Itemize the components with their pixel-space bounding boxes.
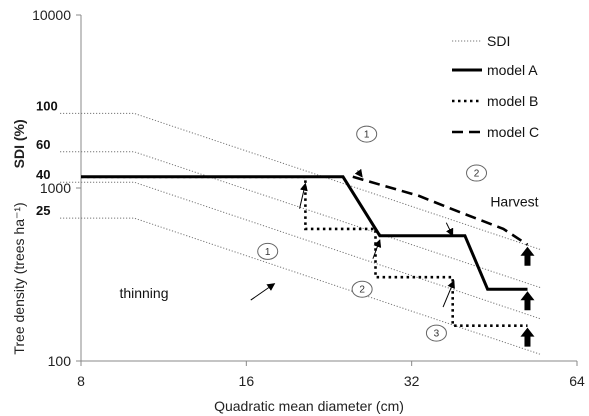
harvest-arrow (520, 291, 535, 311)
harvest-label: Harvest (490, 194, 538, 210)
legend-label-sdi: SDI (487, 33, 510, 49)
x-tick-label: 64 (569, 373, 585, 389)
circled-number (351, 280, 373, 298)
annotation-arrow (372, 239, 382, 259)
harvest-arrow (520, 327, 535, 347)
legend-label-b: model B (487, 93, 538, 109)
legend-label-a: model A (487, 62, 538, 78)
sdi-tick-label: 100 (36, 98, 58, 113)
legend: SDI model A model B model C (452, 33, 539, 140)
circled-number-text: 2 (474, 169, 480, 180)
circled-number (466, 164, 488, 182)
sdi-tick-label: 25 (36, 203, 50, 218)
sdi-tick-label: 40 (36, 167, 50, 182)
series-lines (81, 175, 529, 327)
annotation-arrow (250, 283, 276, 301)
sdi-line-40 (60, 181, 542, 320)
y-tick-label: 100 (48, 353, 72, 369)
legend-label-c: model C (487, 124, 539, 140)
sdi-line-25 (60, 217, 542, 355)
sdi-lines (60, 112, 542, 355)
sdi-line-60 (60, 151, 542, 289)
circled-number (425, 324, 447, 342)
circled-number-text: 2 (359, 285, 365, 296)
annotation-arrow (354, 168, 363, 178)
y-tick-label: 1000 (40, 180, 71, 196)
annotation-arrows (250, 168, 535, 347)
circled-number-text: 1 (265, 247, 271, 258)
x-tick-label: 8 (77, 373, 85, 389)
circled-number (356, 125, 378, 143)
x-axis-title: Quadratic mean diameter (cm) (214, 398, 404, 414)
circled-number (257, 242, 279, 260)
sdi-tick-label: 60 (36, 137, 50, 152)
harvest-arrow (520, 246, 535, 266)
x-tick-label: 32 (404, 373, 420, 389)
annotation-arrow (299, 182, 308, 209)
chart-labels: 1 2 1 2 3 thinning Harvest (119, 125, 539, 342)
y-axis-title: Tree density (trees ha⁻¹) (11, 202, 27, 354)
circled-number-text: 1 (364, 130, 370, 141)
y-tick-label: 10000 (32, 7, 71, 23)
x-tick-label: 16 (239, 373, 255, 389)
series-line-c (352, 175, 529, 246)
series-line-b (81, 175, 528, 327)
annotation-arrow (442, 280, 455, 308)
thinning-label: thinning (119, 285, 168, 301)
sdi-line-100 (60, 112, 542, 251)
annotation-arrow (445, 222, 454, 237)
sdi-axis-title: SDI (%) (11, 119, 27, 168)
circled-number-text: 3 (434, 329, 440, 340)
